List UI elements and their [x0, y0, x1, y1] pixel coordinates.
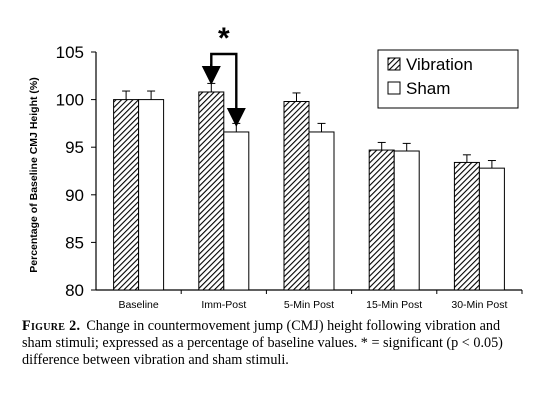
bar-sham — [478, 167, 505, 291]
bar-sham — [223, 131, 250, 291]
figure-caption: Figure 2. Change in countermovement jump … — [22, 318, 527, 369]
bar-sham — [308, 131, 335, 291]
bar-vibration — [113, 99, 140, 291]
x-tick-label: Baseline — [118, 299, 158, 311]
legend-swatch-vibration — [387, 57, 401, 71]
legend-label-vibration: Vibration — [406, 55, 473, 74]
bar-chart: 80 85 90 95 100 105 Baseline Imm-Post 5-Min Post… — [28, 22, 523, 311]
y-tick-label: 105 — [56, 43, 84, 62]
y-tick-label: 95 — [65, 138, 84, 157]
chart-area: 80 85 90 95 100 105 Baseline Imm-Post 5-Min Post… — [28, 22, 523, 311]
x-tick-label: 15-Min Post — [366, 299, 422, 311]
significance-asterisk: * — [218, 22, 230, 55]
bar-vibration — [368, 149, 395, 291]
x-tick-label: Imm-Post — [201, 299, 246, 311]
legend-swatch-sham — [387, 81, 401, 95]
caption-text: Change in countermovement jump (CMJ) hei… — [22, 318, 503, 368]
bar-vibration — [198, 91, 225, 291]
legend-box — [377, 49, 519, 109]
legend-label-sham: Sham — [406, 79, 450, 98]
bar-vibration — [453, 161, 480, 291]
caption-label: Figure 2. — [22, 318, 81, 334]
bar-sham — [138, 99, 165, 291]
y-tick-label: 85 — [65, 233, 84, 252]
x-tick-label: 30-Min Post — [451, 299, 507, 311]
x-tick-label: 5-Min Post — [284, 299, 334, 311]
y-tick-label: 80 — [65, 281, 84, 300]
y-tick-label: 100 — [56, 91, 84, 110]
bar-sham — [393, 150, 420, 291]
legend: Vibration Sham — [377, 49, 519, 109]
y-axis-label: Percentage of Baseline CMJ Height (%) — [28, 77, 40, 272]
y-tick-label: 90 — [65, 186, 84, 205]
bar-vibration — [283, 101, 310, 291]
